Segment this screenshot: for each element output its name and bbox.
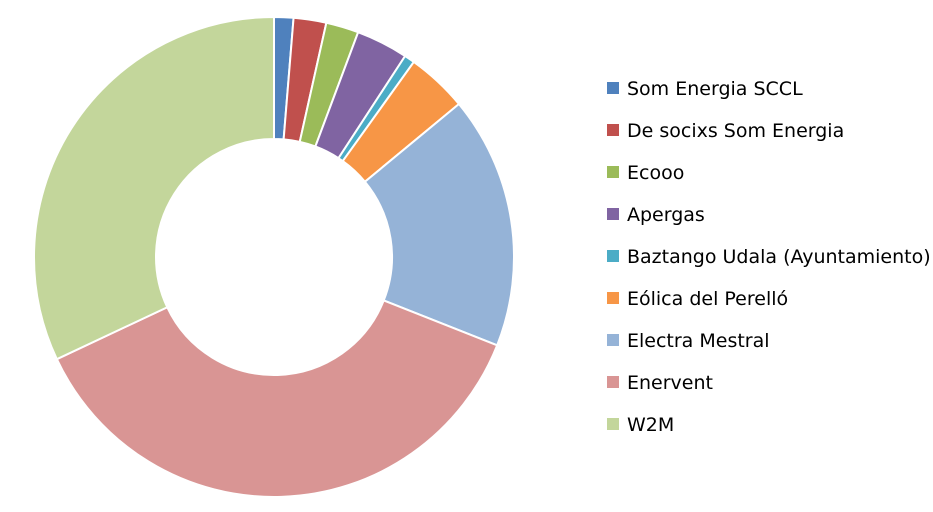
legend-item-electra-mestral: Electra Mestral: [607, 330, 770, 352]
legend-label: W2M: [627, 414, 674, 436]
legend-label: Baztango Udala (Ayuntamiento): [627, 246, 931, 268]
slice-w2m: [33, 15, 275, 361]
legend-label: Enervent: [627, 372, 713, 394]
legend-item-de-socixs-som-energia: De socixs Som Energia: [607, 120, 844, 142]
donut-slices: [33, 15, 515, 498]
legend-swatch: [607, 292, 619, 304]
legend-item-ecooo: Ecooo: [607, 162, 684, 184]
slice-electra-mestral: [363, 102, 515, 347]
legend-item-som-energia-sccl: Som Energia SCCL: [607, 78, 803, 100]
legend-item-w2m: W2M: [607, 414, 674, 436]
legend-label: De socixs Som Energia: [627, 120, 844, 142]
legend-swatch: [607, 208, 619, 220]
legend-swatch: [607, 376, 619, 388]
legend-label: Ecooo: [627, 162, 684, 184]
slice-enervent: [55, 299, 499, 498]
legend: Som Energia SCCL De socixs Som Energia Eco…: [607, 78, 931, 436]
legend-item-eolica-del-perello: Eólica del Perelló: [607, 288, 788, 310]
legend-label: Eólica del Perelló: [627, 288, 788, 310]
legend-item-apergas: Apergas: [607, 204, 705, 226]
legend-swatch: [607, 124, 619, 136]
legend-swatch: [607, 418, 619, 430]
legend-label: Apergas: [627, 204, 705, 226]
legend-swatch: [607, 334, 619, 346]
legend-label: Som Energia SCCL: [627, 78, 803, 100]
legend-swatch: [607, 166, 619, 178]
legend-swatch: [607, 250, 619, 262]
legend-label: Electra Mestral: [627, 330, 770, 352]
legend-swatch: [607, 82, 619, 94]
legend-item-baztango-udala-ayuntamiento: Baztango Udala (Ayuntamiento): [607, 246, 931, 268]
legend-item-enervent: Enervent: [607, 372, 713, 394]
